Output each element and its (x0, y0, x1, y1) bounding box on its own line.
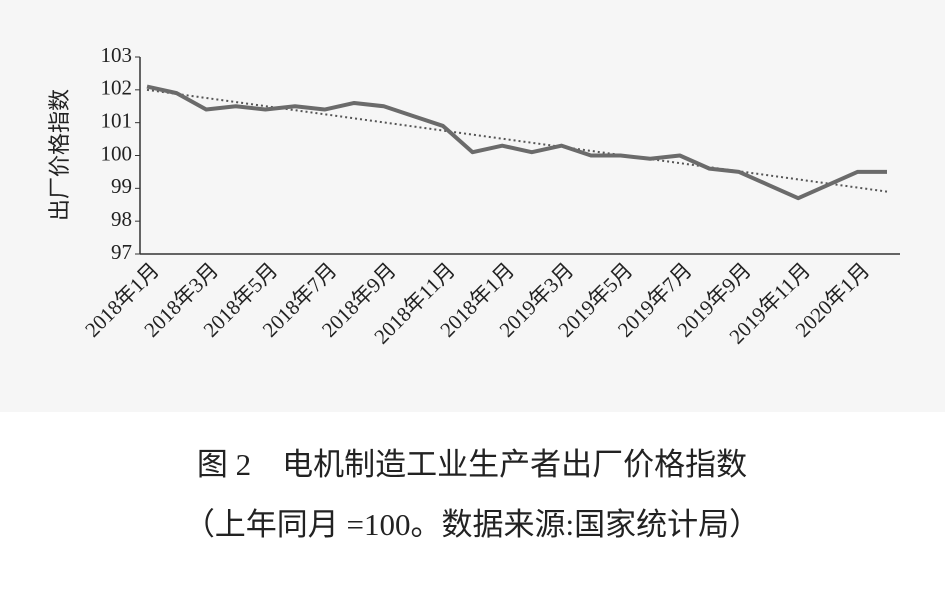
y-tick-label: 103 (101, 43, 133, 67)
y-tick-label: 98 (111, 207, 132, 231)
y-tick-label: 99 (111, 174, 132, 198)
y-tick-label: 97 (111, 240, 132, 264)
y-tick-label: 100 (101, 141, 133, 165)
chart-subtitle: （上年同月 =100。数据来源:国家统计局） (184, 507, 760, 542)
chart-title: 图 2 电机制造工业生产者出厂价格指数 (197, 447, 747, 482)
y-tick-label: 102 (101, 76, 133, 100)
chart-background (0, 0, 945, 412)
data-line (146, 84, 887, 201)
y-axis-label: 出厂价格指数 (47, 89, 72, 221)
y-tick-label: 101 (101, 108, 133, 132)
